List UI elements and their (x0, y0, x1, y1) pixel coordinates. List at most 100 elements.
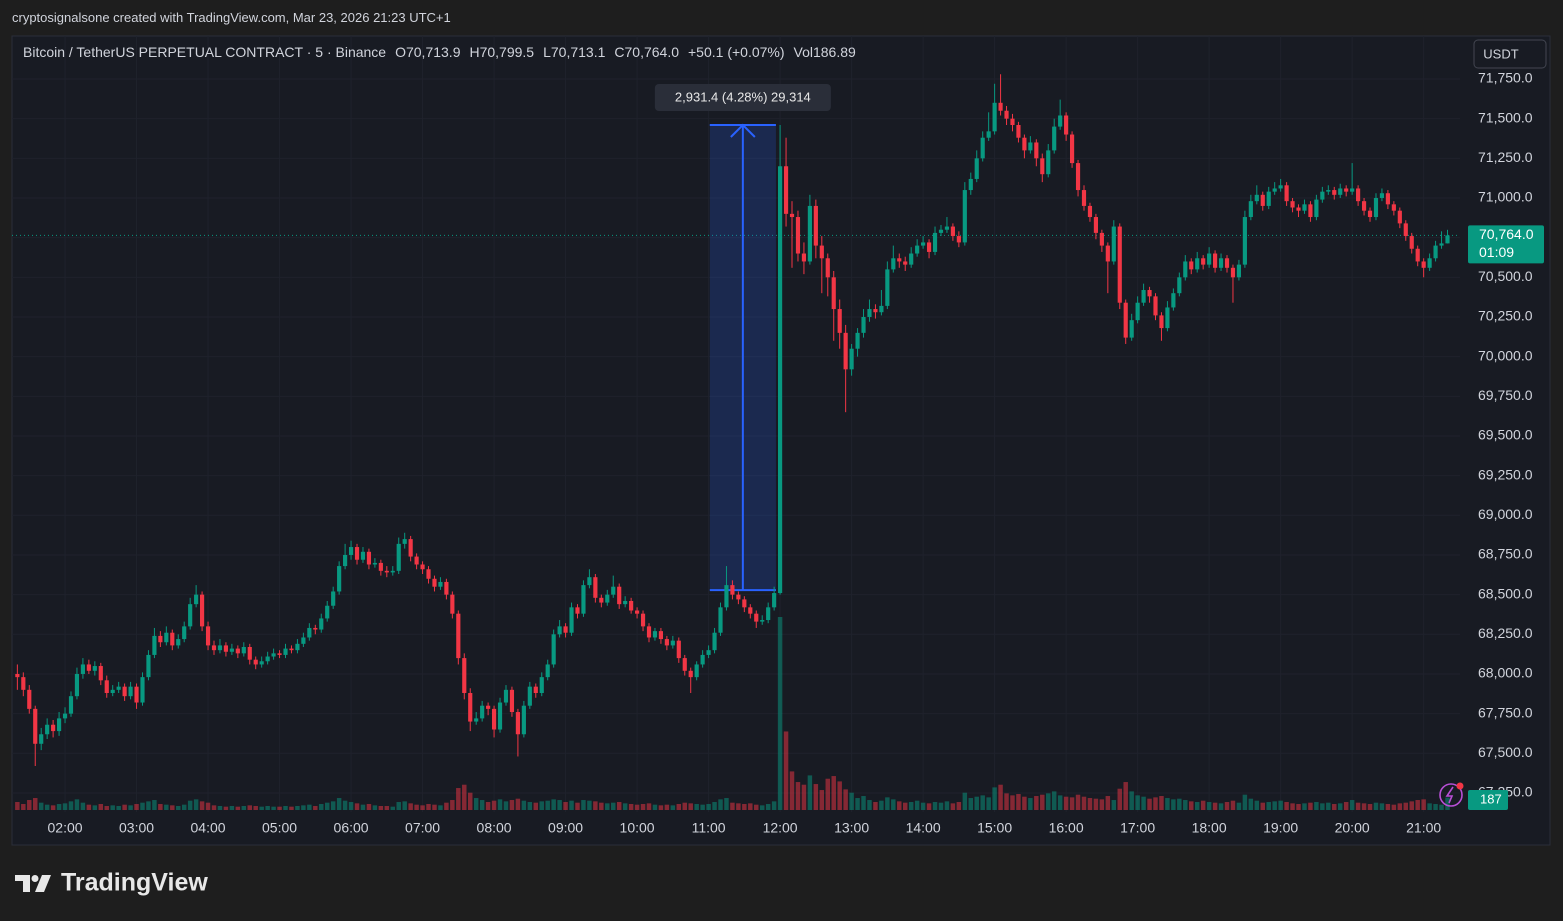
candle-body (921, 242, 926, 246)
volume-bar (1218, 803, 1224, 810)
volume-bar (1343, 802, 1349, 810)
volume-bar (640, 804, 646, 810)
candle-body (390, 570, 395, 573)
volume-bar (1236, 802, 1242, 810)
candle-body (1373, 197, 1379, 218)
volume-bar (1445, 797, 1450, 810)
brand-logo (15, 875, 51, 892)
candle-body (1296, 207, 1301, 211)
candle-body (253, 659, 258, 665)
volume-bar (253, 806, 258, 810)
candle-body (1069, 134, 1075, 164)
candle-body (1361, 201, 1367, 211)
candle-body (503, 689, 509, 703)
volume-bar (390, 806, 396, 810)
candle-body (497, 702, 503, 730)
candle-body (92, 666, 97, 671)
volume-pane (15, 617, 1450, 810)
candle-body (849, 348, 854, 370)
volume-bar (128, 805, 133, 810)
alert-icon[interactable] (1439, 782, 1464, 807)
volume-bar (1147, 798, 1152, 810)
candle-body (319, 618, 324, 630)
volume-bar (1093, 798, 1099, 810)
candle-body (1391, 204, 1396, 211)
volume-bar (1314, 802, 1319, 810)
x-tick-label: 17:00 (1120, 820, 1155, 836)
volume-bar (1159, 796, 1164, 810)
candle-body (1028, 142, 1033, 151)
candle-body (491, 708, 497, 730)
candle-body (1099, 232, 1104, 246)
candle-body (325, 605, 330, 619)
volume-bar (1028, 798, 1033, 810)
candle-body (408, 539, 413, 557)
volume-bar (968, 798, 974, 810)
volume-bar (557, 800, 562, 810)
volume-bar (92, 805, 98, 810)
volume-bar (217, 806, 223, 810)
candle-body (515, 712, 520, 735)
volume-bar (1141, 796, 1146, 810)
countdown: 01:09 (1479, 244, 1514, 260)
candle-body (1105, 245, 1110, 262)
volume-bar (1367, 804, 1373, 810)
candle-body (51, 724, 56, 732)
volume-bar (646, 803, 652, 810)
candle-body (1010, 118, 1015, 126)
candle-body (1123, 302, 1128, 338)
candle-body (259, 661, 264, 665)
volume-bar (622, 803, 628, 810)
candle-body (33, 708, 38, 744)
volume-bar (1391, 804, 1397, 810)
candle-body (748, 607, 753, 614)
volume-bar (1087, 798, 1093, 810)
candle-body (772, 593, 777, 608)
volume-bar (15, 802, 20, 810)
volume-bar (56, 804, 62, 810)
candle-body (223, 645, 229, 652)
candle-body (205, 626, 211, 646)
y-tick-label: 68,000.0 (1478, 665, 1533, 681)
volume-bar (211, 805, 217, 810)
volume-bar (50, 805, 56, 810)
candle-body (348, 547, 354, 555)
volume-bar (742, 804, 747, 810)
candle-body (1081, 190, 1087, 206)
volume-bar (777, 617, 783, 810)
candle-body (15, 673, 20, 678)
candle-body (1385, 193, 1390, 205)
x-tick-label: 15:00 (977, 820, 1012, 836)
x-tick-label: 16:00 (1049, 820, 1084, 836)
volume-bar (110, 805, 115, 810)
volume-bar (932, 802, 938, 810)
volume-bar (962, 792, 968, 810)
candle-body (74, 673, 80, 697)
volume-bar (1171, 799, 1176, 810)
candle-body (551, 634, 556, 665)
volume-bar (426, 804, 431, 810)
volume-bar (199, 801, 205, 810)
candle-body (992, 102, 997, 132)
x-tick-label: 11:00 (692, 820, 726, 836)
y-tick-label: 67,750.0 (1478, 704, 1533, 720)
volume-bar (1272, 801, 1277, 810)
volume-bar (235, 806, 241, 810)
volume-bar (479, 800, 485, 810)
volume-bar (152, 800, 157, 810)
candle-body (98, 666, 103, 681)
candle-body (241, 646, 246, 654)
volume-bar (1373, 802, 1379, 810)
volume-bar (181, 804, 187, 810)
volume-bar (74, 799, 80, 810)
candle-body (634, 610, 640, 614)
volume-bar (825, 778, 831, 810)
candle-body (742, 599, 747, 608)
volume-bar (265, 806, 270, 810)
candle-body (581, 585, 586, 614)
candle-body (617, 586, 622, 605)
currency-button[interactable] (1473, 39, 1547, 69)
candle-body (688, 670, 693, 678)
symbol-header: Bitcoin / TetherUS PERPETUAL CONTRACT · … (23, 44, 856, 60)
volume-bar (1379, 803, 1385, 810)
